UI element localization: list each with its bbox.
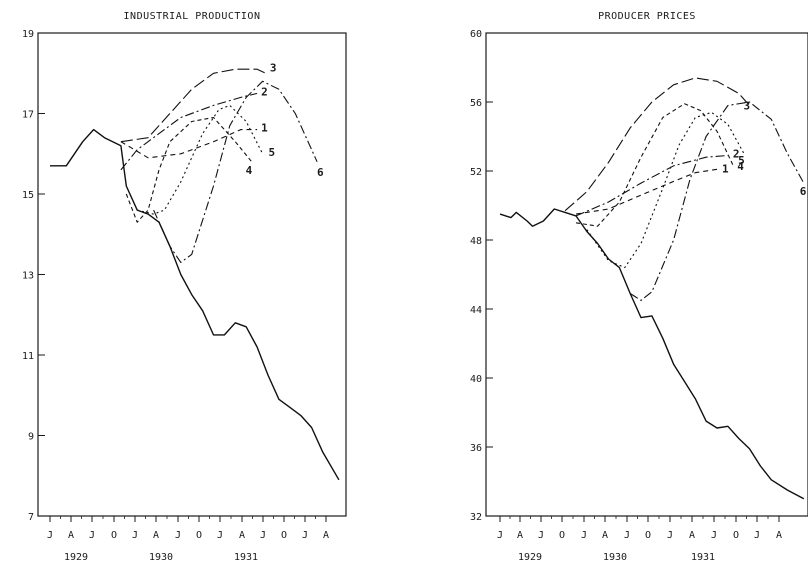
- forecast-line-6: [629, 101, 805, 301]
- chart-title: PRODUCER PRICES: [598, 11, 696, 22]
- forecast-line-3: [120, 68, 267, 143]
- month-label: A: [323, 530, 329, 541]
- forecast-label-3: 3: [270, 61, 277, 74]
- y-tick-label: 52: [470, 167, 482, 178]
- month-label: A: [689, 530, 695, 541]
- month-label: J: [667, 530, 673, 541]
- month-label: A: [68, 530, 74, 541]
- y-tick-label: 9: [28, 432, 34, 443]
- forecast-line-2: [575, 154, 728, 217]
- forecast-line-4: [125, 116, 253, 223]
- month-label: J: [217, 530, 223, 541]
- month-label: J: [711, 530, 717, 541]
- month-label: O: [111, 530, 117, 541]
- y-tick-label: 7: [28, 512, 34, 523]
- y-tick-label: 19: [22, 29, 34, 40]
- forecast-line-2: [120, 92, 258, 171]
- chart-title: INDUSTRIAL PRODUCTION: [124, 11, 261, 22]
- forecast-label-4: 4: [246, 164, 253, 177]
- month-label: J: [47, 530, 53, 541]
- forecast-line-4: [575, 103, 734, 227]
- month-label: A: [153, 530, 159, 541]
- y-tick-label: 56: [470, 98, 482, 109]
- actual-series-line: [499, 208, 805, 500]
- month-label: A: [776, 530, 782, 541]
- year-label: 1930: [149, 552, 173, 563]
- month-label: J: [260, 530, 266, 541]
- month-label: O: [645, 530, 651, 541]
- year-label: 1929: [518, 552, 542, 563]
- forecast-label-6: 6: [800, 185, 807, 198]
- actual-series-line: [50, 128, 340, 481]
- month-label: A: [517, 530, 523, 541]
- plot-frame: [485, 32, 808, 517]
- y-tick-label: 36: [470, 443, 482, 454]
- forecast-label-5: 5: [738, 154, 745, 167]
- y-tick-label: 11: [22, 351, 34, 362]
- forecast-label-5: 5: [269, 146, 276, 159]
- month-label: J: [175, 530, 181, 541]
- forecast-label-3: 3: [744, 99, 751, 112]
- forecast-line-5: [137, 104, 264, 215]
- month-label: J: [497, 530, 503, 541]
- month-label: A: [602, 530, 608, 541]
- month-label: O: [733, 530, 739, 541]
- year-label: 1929: [64, 552, 88, 563]
- y-tick-label: 48: [470, 236, 482, 247]
- forecast-line-6: [153, 80, 318, 263]
- year-label: 1931: [234, 552, 258, 563]
- y-tick-label: 17: [22, 110, 34, 121]
- forecast-line-1: [120, 129, 258, 159]
- forecast-line-1: [575, 168, 718, 215]
- month-label: A: [239, 530, 245, 541]
- month-label: J: [538, 530, 544, 541]
- month-label: O: [281, 530, 287, 541]
- y-tick-label: 60: [470, 29, 482, 40]
- month-label: J: [302, 530, 308, 541]
- forecast-label-2: 2: [261, 85, 268, 98]
- plot-frame: [37, 32, 347, 517]
- year-label: 1931: [691, 552, 715, 563]
- y-tick-label: 15: [22, 190, 34, 201]
- year-label: 1930: [603, 552, 627, 563]
- month-label: J: [754, 530, 760, 541]
- forecast-label-2: 2: [733, 147, 740, 160]
- forecast-label-1: 1: [261, 122, 268, 135]
- forecast-label-1: 1: [722, 162, 729, 175]
- month-label: O: [196, 530, 202, 541]
- forecast-line-3: [564, 77, 750, 212]
- y-tick-label: 13: [22, 271, 34, 282]
- forecast-line-5: [586, 111, 745, 269]
- y-tick-label: 40: [470, 374, 482, 385]
- month-label: J: [89, 530, 95, 541]
- month-label: J: [624, 530, 630, 541]
- y-tick-label: 32: [470, 512, 482, 523]
- month-label: J: [581, 530, 587, 541]
- forecast-label-4: 4: [737, 160, 744, 173]
- month-label: O: [559, 530, 565, 541]
- y-tick-label: 44: [470, 305, 482, 316]
- forecast-label-6: 6: [317, 166, 324, 179]
- month-label: J: [132, 530, 138, 541]
